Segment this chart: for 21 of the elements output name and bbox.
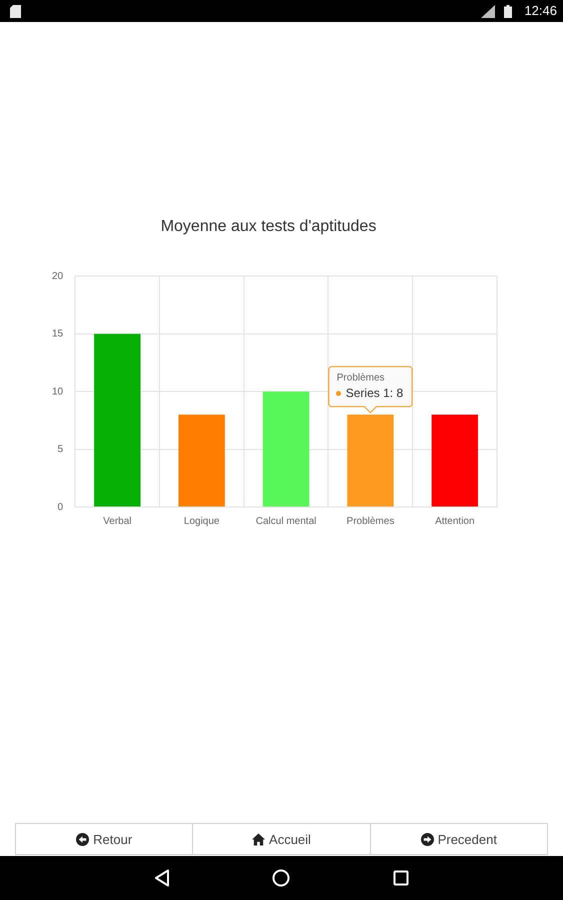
x-tick-label: Problèmes xyxy=(346,516,394,527)
x-tick-label: Attention xyxy=(435,516,475,527)
bar xyxy=(432,414,478,506)
y-tick-label: 0 xyxy=(58,502,64,513)
button[interactable]: Retour xyxy=(15,823,194,855)
bar xyxy=(94,334,141,506)
button[interactable]: Accueil xyxy=(192,823,371,855)
category-label: Problèmes xyxy=(336,372,385,384)
y-tick-label: 15 xyxy=(52,328,64,340)
button[interactable]: Precedent xyxy=(370,823,548,855)
chart-title: Moyenne aux tests d'aptitudes xyxy=(160,218,376,236)
y-tick-label: 20 xyxy=(52,270,64,282)
annotation: Series 1: 8 xyxy=(346,386,404,400)
y-tick-label: 10 xyxy=(52,386,64,398)
y-tick-label: 5 xyxy=(58,444,64,456)
bar xyxy=(262,392,310,506)
x-tick-label: Logique xyxy=(184,516,220,527)
x-tick-label: Calcul mental xyxy=(256,516,316,527)
text: 12:46 xyxy=(524,3,557,19)
bar xyxy=(178,414,225,506)
x-tick-label: Verbal xyxy=(103,516,132,527)
